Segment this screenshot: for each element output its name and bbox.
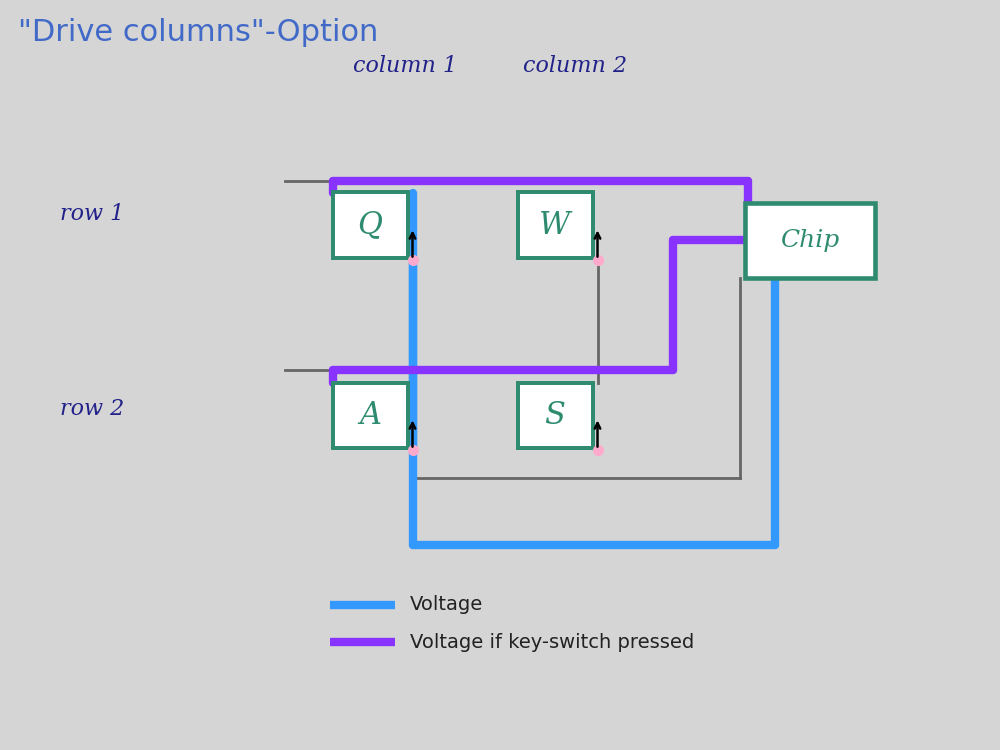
- Text: column 1: column 1: [353, 55, 457, 77]
- Bar: [518, 193, 592, 257]
- Text: row 1: row 1: [60, 203, 124, 225]
- Text: Chip: Chip: [780, 229, 840, 251]
- Text: column 2: column 2: [523, 55, 627, 77]
- Bar: [745, 202, 875, 278]
- Text: Voltage: Voltage: [410, 596, 483, 614]
- Text: S: S: [545, 400, 565, 430]
- Text: W: W: [539, 209, 571, 241]
- Text: "Drive columns"-Option: "Drive columns"-Option: [18, 18, 378, 47]
- Text: row 2: row 2: [60, 398, 124, 420]
- Text: Q: Q: [358, 209, 382, 241]
- Bar: [332, 382, 408, 448]
- Text: Voltage if key-switch pressed: Voltage if key-switch pressed: [410, 632, 694, 652]
- Bar: [332, 193, 408, 257]
- Text: A: A: [359, 400, 381, 430]
- Bar: [518, 382, 592, 448]
